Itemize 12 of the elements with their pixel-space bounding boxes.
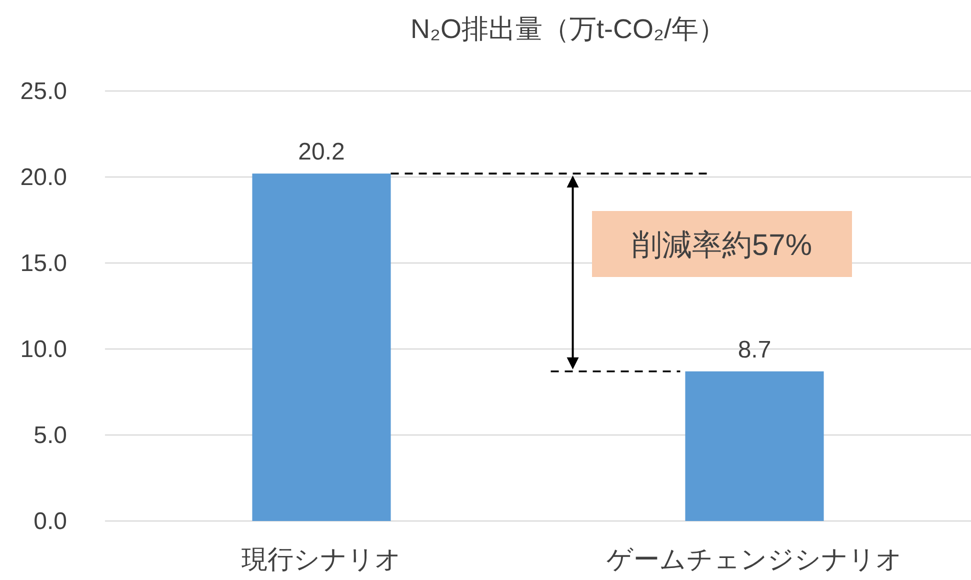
y-tick-label: 25.0 [20, 78, 67, 105]
y-tick-label: 5.0 [34, 422, 67, 449]
data-label: 8.7 [738, 336, 772, 364]
x-tick-label: 現行シナリオ [242, 544, 402, 574]
y-tick-label: 15.0 [20, 250, 67, 277]
y-tick-label: 0.0 [34, 508, 67, 535]
y-tick-label: 20.0 [20, 164, 67, 191]
annotation: 削減率約57% [632, 229, 812, 262]
chart-title: N₂O排出量（万t-CO₂/年） [410, 14, 726, 44]
data-label: 20.2 [298, 138, 345, 166]
y-tick-label: 10.0 [20, 336, 67, 363]
x-tick-label: ゲームチェンジシナリオ [606, 544, 902, 574]
